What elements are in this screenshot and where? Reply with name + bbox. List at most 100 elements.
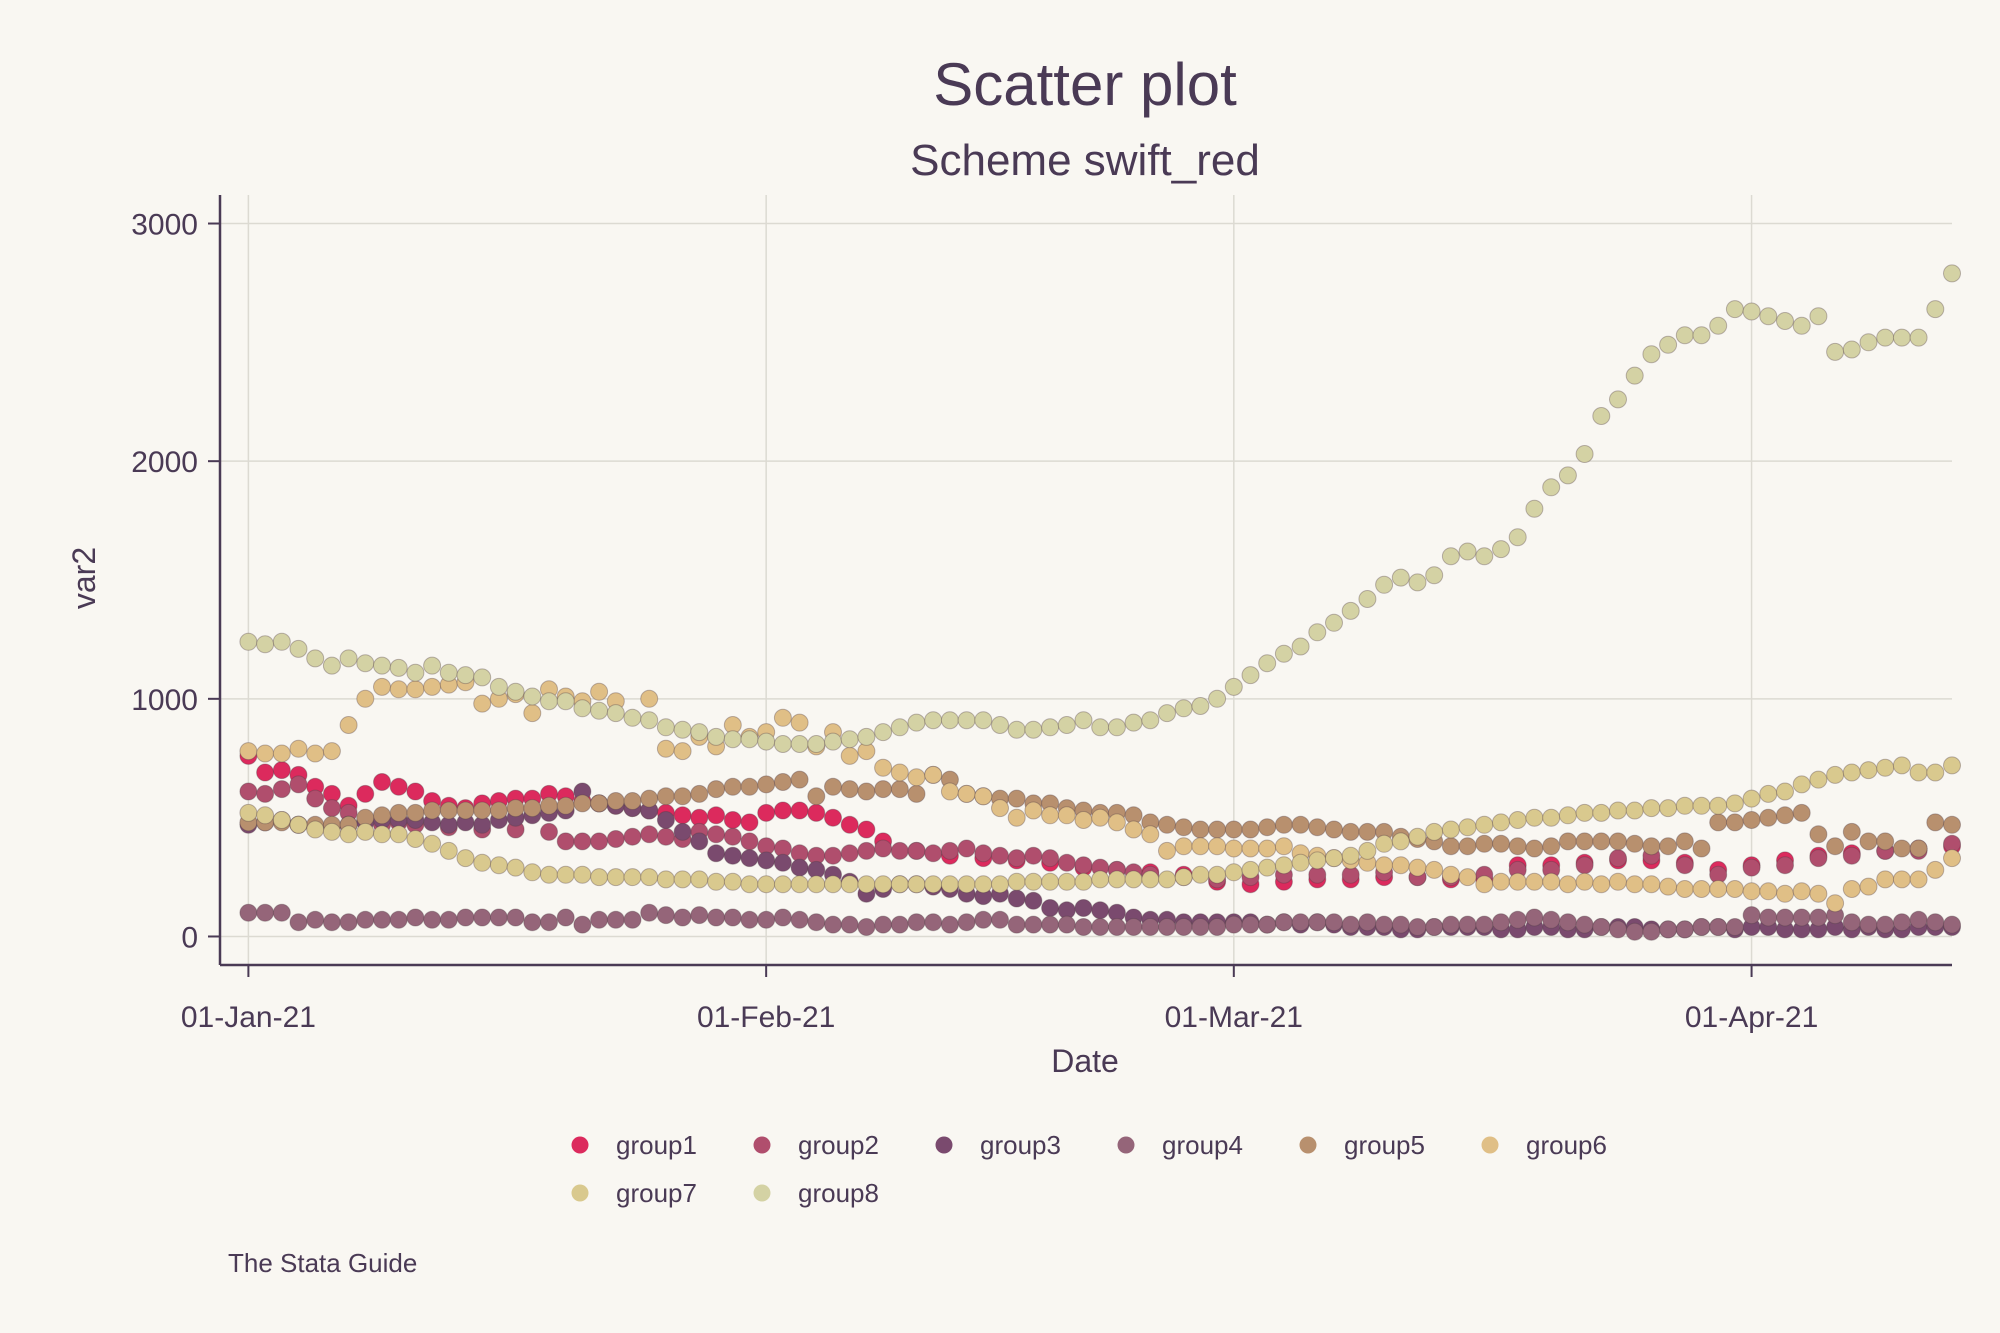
data-point [556,908,575,927]
data-point [1859,915,1878,934]
data-point [1558,913,1577,932]
data-point [1809,908,1828,927]
data-point [1859,761,1878,780]
data-point [1909,763,1928,782]
data-point [857,727,876,746]
data-point [857,782,876,801]
data-point [1842,763,1861,782]
grid-lines [220,195,1952,965]
data-point [506,908,525,927]
data-point [807,913,826,932]
data-point [1325,820,1343,839]
data-point [907,875,926,894]
data-point [1224,839,1243,858]
data-point [389,825,408,844]
data-point [1408,858,1427,877]
x-tick-label: 01-Mar-21 [1165,1001,1303,1034]
data-point [857,820,876,839]
axes: 0 1000 2000 3000 01-Jan-21 01-Feb-21 01-Mar-21… [131,195,1952,1034]
data-point [723,846,742,865]
legend-marker [753,1136,771,1154]
data-point [1208,865,1227,884]
data-point [1909,839,1928,858]
data-point [874,875,893,894]
data-point [957,711,976,730]
data-point [1475,547,1494,566]
data-point [1926,300,1945,319]
legend-label: group8 [798,1178,879,1208]
data-point [1759,808,1778,827]
data-point [1441,547,1460,566]
data-point [489,856,508,875]
data-point [540,865,558,884]
data-point [339,716,358,734]
data-point [239,803,258,822]
data-point [807,787,826,806]
data-point [623,827,642,846]
data-point [1525,499,1544,518]
data-point [824,875,842,894]
data-point [673,870,692,889]
data-point [1258,654,1277,673]
data-point [1475,815,1494,834]
data-point [1391,568,1410,587]
data-point [1124,713,1143,732]
data-point [523,704,542,723]
data-point [991,799,1009,818]
data-point [1224,820,1243,839]
data-point [1876,870,1895,889]
data-point [389,910,408,929]
data-point [1208,820,1227,839]
data-point [773,908,792,927]
data-point [356,784,375,803]
data-point [1792,803,1811,822]
y-tick-label: 1000 [131,684,198,717]
data-point [1274,856,1293,875]
data-point [1609,832,1627,851]
data-points [239,264,1961,941]
x-tick-label: 01-Apr-21 [1685,1001,1818,1034]
legend-marker [571,1136,589,1154]
data-point [573,865,592,884]
data-point [1341,915,1360,934]
data-point [1909,910,1928,929]
data-point [757,851,776,870]
data-point [1224,677,1243,696]
data-point [1625,366,1644,385]
data-point [373,677,391,696]
data-point [1191,918,1210,936]
data-point [1926,913,1945,932]
data-point [406,803,425,822]
data-point [1458,837,1477,856]
data-point [656,827,675,846]
data-point [406,663,425,682]
data-point [991,846,1009,865]
data-point [1408,573,1427,592]
data-point [1425,566,1444,585]
data-point [1876,328,1895,347]
data-point [1725,813,1744,832]
data-point [1224,863,1243,882]
data-point [1943,756,1961,775]
data-point [974,787,993,806]
data-point [1625,875,1644,894]
data-point [1809,770,1828,789]
data-point [1525,808,1544,827]
data-point [1141,870,1160,889]
data-point [907,768,926,787]
data-point [1341,601,1360,620]
data-point [824,777,842,796]
data-point [840,844,859,863]
data-point [1792,882,1811,901]
data-point [1241,666,1260,685]
data-point [890,763,909,782]
data-point [473,801,492,820]
data-point [1107,870,1126,889]
data-point [1692,796,1711,815]
data-point [423,910,442,929]
data-point [289,639,308,658]
data-point [924,765,943,784]
data-point [456,908,475,927]
data-point [1826,837,1845,856]
data-point [1358,822,1377,841]
